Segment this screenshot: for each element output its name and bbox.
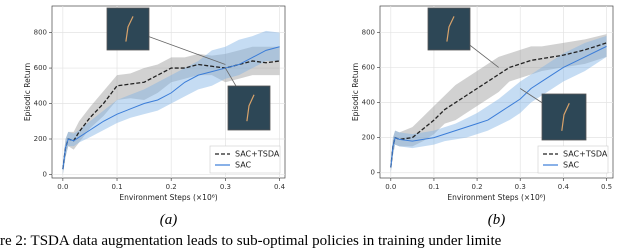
series-line xyxy=(390,42,607,168)
legend-box xyxy=(537,145,609,174)
inset-robot xyxy=(446,16,455,42)
y-axis-label: Episodic Return xyxy=(23,63,32,122)
y-tick-label: 400 xyxy=(34,100,47,108)
legend-label: SAC+TSDA xyxy=(563,150,608,159)
legend-label: SAC xyxy=(563,161,580,170)
legend-label: SAC xyxy=(235,161,252,170)
x-tick-label: 0.5 xyxy=(601,183,612,191)
inset-robot xyxy=(561,102,570,131)
series-line xyxy=(62,46,280,170)
x-tick-label: 0.4 xyxy=(558,183,570,191)
x-axis-label: Environment Steps (×10⁶) xyxy=(447,193,545,202)
y-tick-label: 200 xyxy=(362,134,375,142)
series-line xyxy=(390,45,607,168)
x-tick-label: 0.2 xyxy=(166,183,177,191)
x-tick-label: 0.1 xyxy=(111,183,122,191)
error-band xyxy=(62,30,280,175)
subcaption: (a) xyxy=(160,212,178,228)
legend-box xyxy=(209,145,281,174)
error-band xyxy=(390,35,607,173)
x-tick-label: 0.3 xyxy=(515,183,526,191)
x-tick-label: 0.3 xyxy=(220,183,231,191)
y-tick-label: 600 xyxy=(34,64,47,72)
x-tick-label: 0.4 xyxy=(274,183,286,191)
x-axis-label: Environment Steps (×10⁶) xyxy=(119,193,217,202)
inset-robot xyxy=(246,94,255,122)
subcaption: (b) xyxy=(488,212,506,228)
y-tick-label: 600 xyxy=(362,63,375,71)
y-tick-label: 800 xyxy=(362,28,375,36)
y-tick-label: 0 xyxy=(43,170,47,178)
y-tick-label: 200 xyxy=(34,135,47,143)
x-tick-label: 0.1 xyxy=(428,183,439,191)
caption: re 2: TSDA data augmentation leads to su… xyxy=(0,233,502,249)
y-tick-label: 0 xyxy=(371,169,375,177)
x-tick-label: 0.2 xyxy=(472,183,483,191)
legend-label: SAC+TSDA xyxy=(235,150,280,159)
x-tick-label: 0.0 xyxy=(57,183,68,191)
error-band xyxy=(62,46,280,175)
y-tick-label: 800 xyxy=(34,29,47,37)
y-axis-label: Episodic Return xyxy=(351,63,360,122)
y-tick-label: 400 xyxy=(362,99,375,107)
inset-robot xyxy=(125,16,134,42)
x-tick-label: 0.0 xyxy=(385,183,396,191)
error-band xyxy=(390,34,607,173)
